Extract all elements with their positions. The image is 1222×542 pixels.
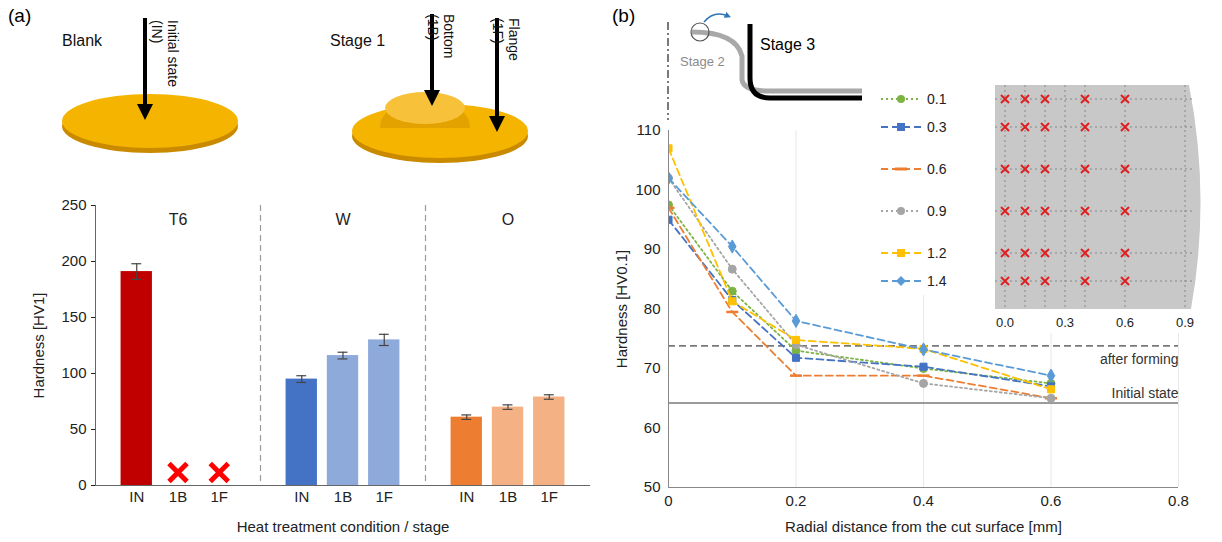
svg-text:Initial state(IN): Initial state(IN) [149, 20, 181, 87]
svg-text:1F: 1F [210, 488, 228, 505]
svg-text:0: 0 [664, 492, 672, 509]
svg-text:0.6: 0.6 [1116, 315, 1134, 330]
svg-text:Stage 1: Stage 1 [330, 32, 385, 49]
svg-text:Initial state: Initial state [1112, 385, 1179, 401]
svg-text:1B: 1B [169, 488, 187, 505]
svg-text:0.0: 0.0 [996, 315, 1014, 330]
svg-text:70: 70 [644, 359, 661, 376]
svg-text:0.4: 0.4 [913, 492, 934, 509]
svg-text:50: 50 [70, 420, 87, 437]
svg-text:Bottom(1B): Bottom(1B) [425, 14, 457, 58]
svg-text:1.2: 1.2 [927, 245, 947, 261]
svg-text:0.1: 0.1 [927, 91, 947, 107]
svg-text:Stage 3: Stage 3 [760, 36, 815, 53]
svg-text:Blank: Blank [62, 32, 103, 49]
svg-text:80: 80 [644, 300, 661, 317]
svg-text:0.8: 0.8 [1168, 492, 1189, 509]
svg-text:0.9: 0.9 [927, 203, 947, 219]
svg-text:Hardness [HV0.1]: Hardness [HV0.1] [613, 250, 630, 368]
svg-text:Stage 2: Stage 2 [680, 54, 725, 69]
svg-text:1F: 1F [375, 488, 393, 505]
svg-text:50: 50 [644, 478, 661, 495]
svg-text:110: 110 [637, 121, 661, 138]
svg-text:60: 60 [644, 419, 661, 436]
svg-text:1B: 1B [499, 488, 517, 505]
svg-text:0.6: 0.6 [927, 161, 947, 177]
svg-text:1F: 1F [540, 488, 558, 505]
svg-text:(b): (b) [612, 5, 635, 26]
svg-text:100: 100 [635, 181, 660, 198]
svg-text:0.3: 0.3 [1056, 315, 1074, 330]
svg-text:0.6: 0.6 [1041, 492, 1062, 509]
svg-text:IN: IN [294, 488, 309, 505]
svg-text:0.3: 0.3 [927, 119, 947, 135]
svg-text:IN: IN [459, 488, 474, 505]
svg-text:Radial distance from the cut s: Radial distance from the cut surface [mm… [785, 518, 1062, 535]
svg-text:IN: IN [129, 488, 144, 505]
svg-text:100: 100 [61, 364, 86, 381]
svg-text:0.9: 0.9 [1176, 315, 1194, 330]
svg-text:after forming: after forming [1100, 351, 1179, 367]
svg-text:W: W [335, 211, 351, 228]
svg-text:0: 0 [78, 476, 86, 493]
svg-text:(a): (a) [8, 5, 31, 26]
svg-text:O: O [502, 211, 514, 228]
svg-text:1.4: 1.4 [927, 273, 947, 289]
svg-text:Hardness [HV1]: Hardness [HV1] [30, 293, 47, 399]
svg-text:90: 90 [644, 240, 661, 257]
svg-text:250: 250 [61, 196, 86, 213]
svg-text:T6: T6 [169, 211, 188, 228]
svg-text:1B: 1B [334, 488, 352, 505]
svg-text:Heat treatment condition / sta: Heat treatment condition / stage [237, 518, 450, 535]
svg-text:0.2: 0.2 [786, 492, 807, 509]
svg-text:150: 150 [61, 308, 86, 325]
svg-text:Flange(1F): Flange(1F) [490, 18, 522, 61]
svg-text:200: 200 [61, 252, 86, 269]
